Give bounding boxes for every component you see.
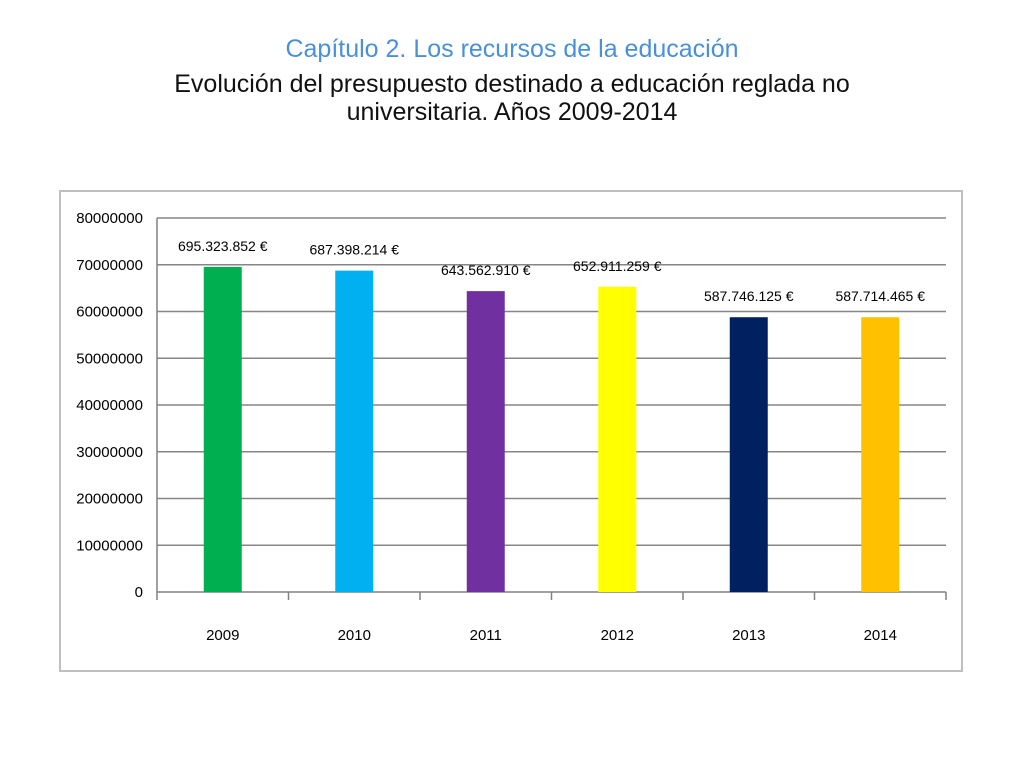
y-tick-label: 10000000 xyxy=(76,537,143,554)
data-label-2011: 643.562.910 € xyxy=(441,262,531,278)
bar-2012 xyxy=(598,286,637,592)
data-label-2013: 587.746.125 € xyxy=(704,288,794,304)
y-tick-label: 80000000 xyxy=(76,210,143,227)
data-label-2012: 652.911.259 € xyxy=(573,258,662,274)
x-tick-label: 2014 xyxy=(864,627,897,644)
chapter-title: Capítulo 2. Los recursos de la educación xyxy=(285,35,739,63)
bar-2014 xyxy=(861,317,900,592)
x-tick-label: 2010 xyxy=(338,627,371,644)
y-tick-label: 50000000 xyxy=(76,350,143,367)
x-tick-label: 2012 xyxy=(601,627,634,644)
data-label-2009: 695.323.852 € xyxy=(178,238,268,254)
x-tick-label: 2011 xyxy=(470,627,502,644)
y-tick-label: 30000000 xyxy=(76,444,143,461)
bar-2013 xyxy=(729,317,768,592)
y-tick-label: 20000000 xyxy=(76,491,143,508)
y-tick-label: 70000000 xyxy=(76,257,143,274)
x-tick-label: 2009 xyxy=(206,627,239,644)
data-label-2010: 687.398.214 € xyxy=(309,242,399,258)
y-tick-label: 40000000 xyxy=(76,397,143,414)
y-tick-label: 0 xyxy=(135,584,143,601)
y-tick-label: 60000000 xyxy=(76,304,143,321)
x-tick-label: 2013 xyxy=(732,627,765,644)
bar-2011 xyxy=(466,291,505,592)
bar-2010 xyxy=(335,270,374,592)
data-label-2014: 587.714.465 € xyxy=(835,288,925,304)
bar-2009 xyxy=(203,266,242,592)
chart-title: Evolución del presupuesto destinado a ed… xyxy=(174,70,850,126)
slide-heading: Capítulo 2. Los recursos de la educación… xyxy=(0,34,1024,126)
